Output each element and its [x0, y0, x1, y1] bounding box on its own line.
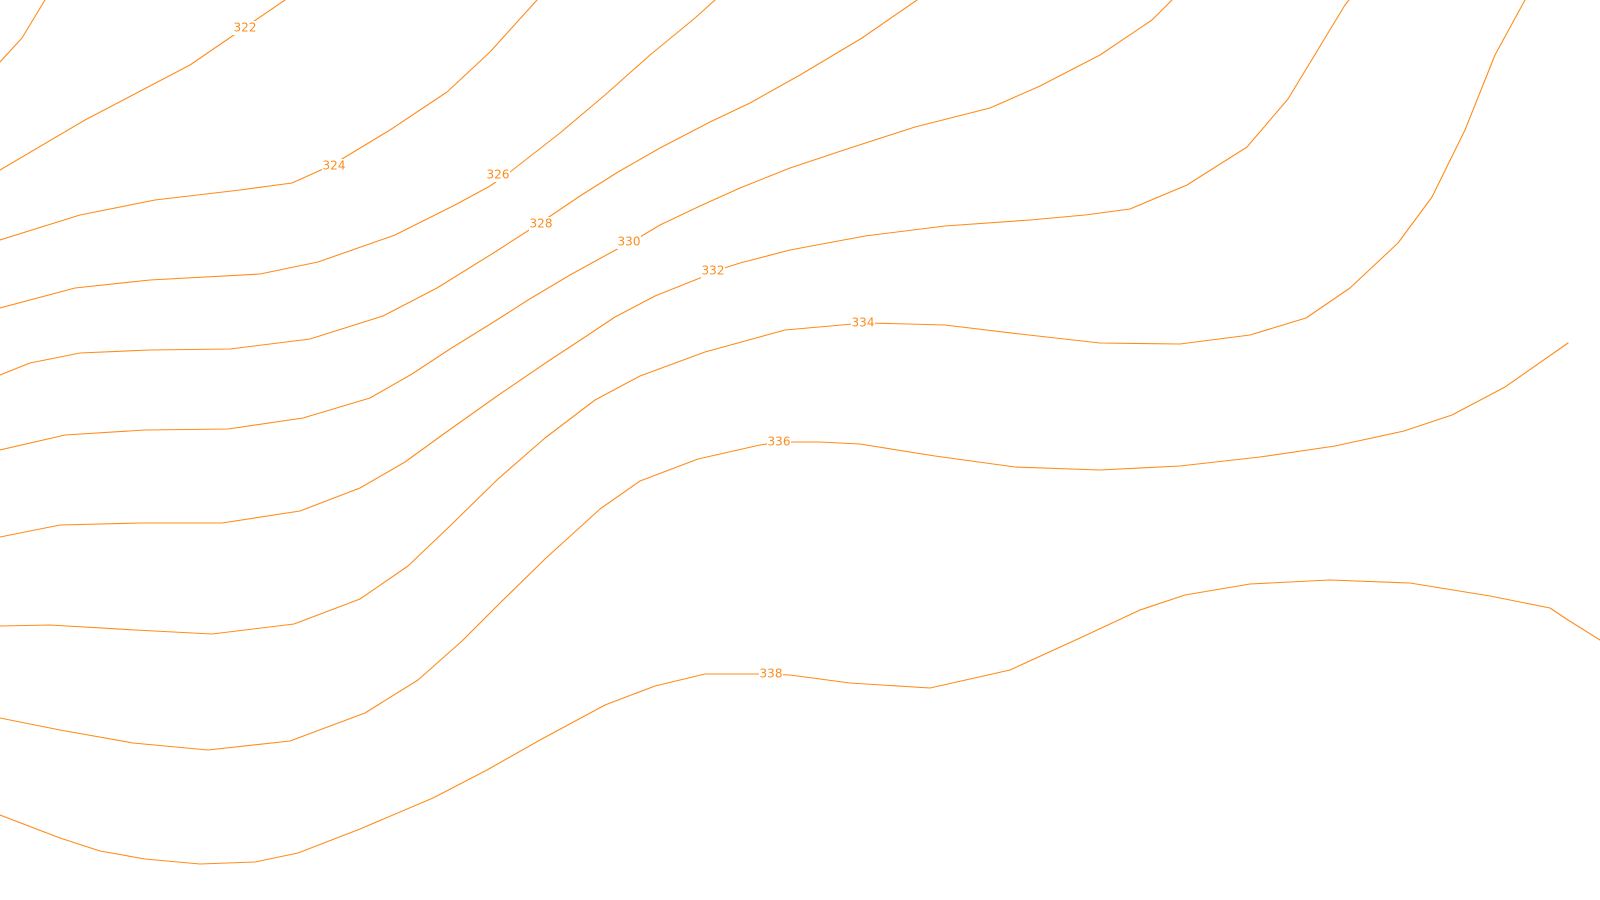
contour-label-halo [617, 235, 641, 249]
contour-label-halo [486, 168, 510, 182]
contour-label-334: 334 [852, 316, 875, 330]
contour-label-326: 326 [487, 168, 510, 182]
contour-label-halo [233, 21, 257, 35]
contour-line-334 [0, 0, 1526, 635]
contour-line-336 [0, 342, 1569, 751]
contour-label-338: 338 [760, 667, 783, 681]
contour-label-halo [767, 435, 791, 449]
contour-label-336: 336 [768, 435, 791, 449]
contour-line-328 [0, 0, 918, 376]
contour-label-324: 324 [323, 159, 346, 173]
contour-label-halo [322, 159, 346, 173]
contour-label-332: 332 [702, 264, 725, 278]
contour-line [0, 0, 46, 63]
contour-label-330: 330 [618, 235, 641, 249]
contour-line-338 [0, 579, 1569, 865]
contour-label-halo [701, 264, 725, 278]
contour-line-324 [0, 0, 538, 241]
contour-labels-layer: 322 324 326 328 330 332 334 336 338 [233, 21, 875, 681]
contour-label-322: 322 [234, 21, 257, 35]
contour-label-halo [759, 667, 783, 681]
contour-line [1567, 619, 1600, 641]
contour-label-halo [529, 217, 553, 231]
contour-label-halo [851, 316, 875, 330]
contour-label-328: 328 [530, 217, 553, 231]
contour-line-332 [0, 0, 1350, 538]
contour-line-326 [0, 0, 716, 309]
